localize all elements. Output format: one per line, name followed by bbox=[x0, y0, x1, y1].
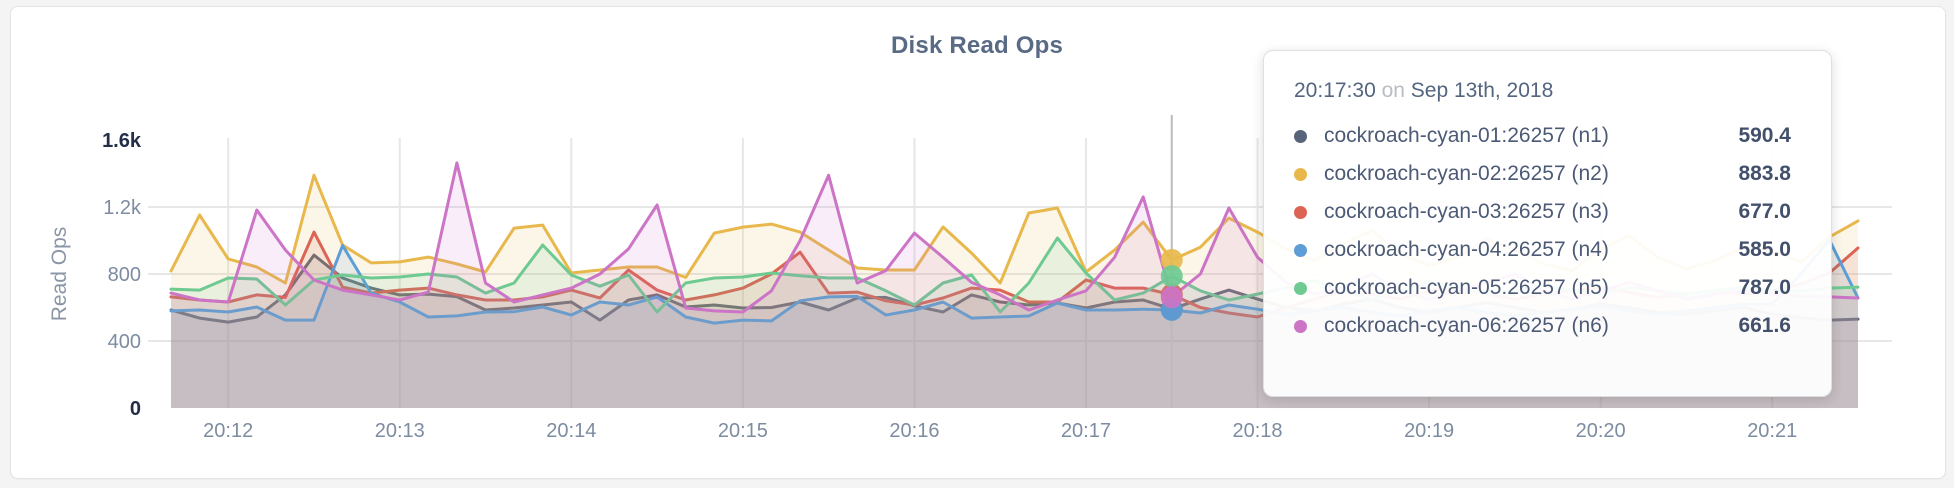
tooltip-series-value: 661.6 bbox=[1738, 314, 1791, 337]
y-tick-label-0: 0 bbox=[130, 398, 141, 420]
x-tick-label-20:20: 20:20 bbox=[1576, 420, 1626, 442]
x-tick-label-20:17: 20:17 bbox=[1061, 420, 1111, 442]
tooltip-row-n4: cockroach-cyan-04:26257 (n4) 585.0 bbox=[1294, 231, 1791, 269]
tooltip-series-name: cockroach-cyan-03:26257 (n3) bbox=[1324, 200, 1609, 223]
series-color-dot-n1 bbox=[1294, 129, 1307, 143]
y-tick-label-1.6k: 1.6k bbox=[102, 130, 142, 152]
tooltip-row-n1: cockroach-cyan-01:26257 (n1) 590.4 bbox=[1294, 117, 1791, 155]
tooltip-series-name: cockroach-cyan-02:26257 (n2) bbox=[1324, 162, 1609, 185]
tooltip-row-n2: cockroach-cyan-02:26257 (n2) 883.8 bbox=[1294, 155, 1791, 193]
tooltip-series-value: 590.4 bbox=[1738, 124, 1791, 147]
tooltip-header: 20:17:30 on Sep 13th, 2018 bbox=[1294, 79, 1791, 103]
hover-layer bbox=[1160, 115, 1183, 408]
tooltip-row-n5: cockroach-cyan-05:26257 (n5) 787.0 bbox=[1294, 269, 1791, 307]
tooltip-date: Sep 13th, 2018 bbox=[1410, 79, 1554, 102]
x-tick-label-20:14: 20:14 bbox=[546, 420, 596, 442]
tooltip-series-value: 677.0 bbox=[1738, 200, 1791, 223]
hover-dot-n5 bbox=[1160, 265, 1183, 288]
hover-dot-n2 bbox=[1160, 248, 1183, 271]
tooltip-series-name: cockroach-cyan-01:26257 (n1) bbox=[1324, 124, 1609, 147]
series-color-dot-n2 bbox=[1294, 167, 1307, 181]
y-axis-title: Read Ops bbox=[48, 227, 71, 322]
x-tick-label-20:21: 20:21 bbox=[1747, 420, 1797, 442]
tooltip-series-value: 585.0 bbox=[1738, 238, 1791, 261]
series-color-dot-n4 bbox=[1294, 243, 1307, 257]
chart-title: Disk Read Ops bbox=[891, 32, 1063, 59]
y-tick-label-800: 800 bbox=[108, 264, 141, 286]
x-tick-label-20:18: 20:18 bbox=[1233, 420, 1283, 442]
tooltip-series-value: 787.0 bbox=[1738, 276, 1791, 299]
y-tick-label-400: 400 bbox=[108, 331, 141, 353]
tooltip-series-value: 883.8 bbox=[1738, 162, 1791, 185]
x-tick-label-20:19: 20:19 bbox=[1404, 420, 1454, 442]
series-color-dot-n6 bbox=[1294, 319, 1307, 333]
hover-dot-n6 bbox=[1160, 286, 1183, 309]
tooltip-series-name: cockroach-cyan-06:26257 (n6) bbox=[1324, 314, 1609, 337]
tooltip-conjunction: on bbox=[1381, 79, 1405, 102]
label-layer: 1.6k 1.2k 800 400 0 20:12 20:13 20:14 20:15 20:16… bbox=[102, 130, 1797, 442]
tooltip-series-name: cockroach-cyan-05:26257 (n5) bbox=[1324, 276, 1609, 299]
series-color-dot-n3 bbox=[1294, 205, 1307, 219]
tooltip-series-name: cockroach-cyan-04:26257 (n4) bbox=[1324, 238, 1609, 261]
tooltip-time: 20:17:30 bbox=[1294, 79, 1376, 102]
tooltip-rows: cockroach-cyan-01:26257 (n1) 590.4 cockroa… bbox=[1294, 117, 1791, 345]
x-tick-label-20:15: 20:15 bbox=[718, 420, 768, 442]
hover-tooltip: 20:17:30 on Sep 13th, 2018 cockroach-cya… bbox=[1263, 50, 1832, 397]
x-tick-label-20:12: 20:12 bbox=[203, 420, 253, 442]
x-tick-label-20:13: 20:13 bbox=[375, 420, 425, 442]
x-tick-label-20:16: 20:16 bbox=[889, 420, 939, 442]
tooltip-row-n6: cockroach-cyan-06:26257 (n6) 661.6 bbox=[1294, 307, 1791, 345]
tooltip-row-n3: cockroach-cyan-03:26257 (n3) 677.0 bbox=[1294, 193, 1791, 231]
y-tick-label-1.2k: 1.2k bbox=[103, 197, 142, 219]
series-color-dot-n5 bbox=[1294, 281, 1307, 295]
